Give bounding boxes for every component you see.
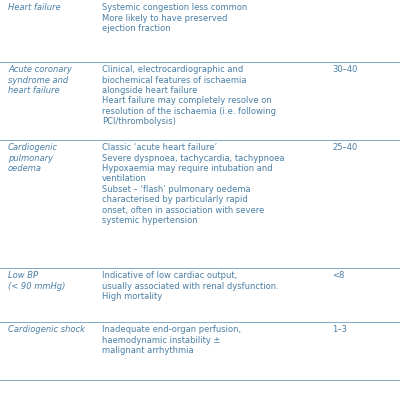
Text: Heart failure: Heart failure [8,3,61,12]
Text: Cardiogenic
pulmonary
oedema: Cardiogenic pulmonary oedema [8,143,58,173]
Text: 25–40: 25–40 [332,143,357,152]
Text: 1–3: 1–3 [332,325,347,334]
Text: Low BP
(< 90 mmHg): Low BP (< 90 mmHg) [8,271,65,291]
Text: Clinical, electrocardiographic and
biochemical features of ischaemia
alongside h: Clinical, electrocardiographic and bioch… [102,65,276,126]
Text: Inadequate end-organ perfusion,
haemodynamic instability ±
malignant arrhythmia: Inadequate end-organ perfusion, haemodyn… [102,325,241,355]
Text: Acute coronary
syndrome and
heart failure: Acute coronary syndrome and heart failur… [8,65,72,95]
Text: Cardiogenic shock: Cardiogenic shock [8,325,85,334]
Text: Indicative of low cardiac output,
usually associated with renal dysfunction.
Hig: Indicative of low cardiac output, usuall… [102,271,279,301]
Text: Systemic congestion less common
More likely to have preserved
ejection fraction: Systemic congestion less common More lik… [102,3,247,33]
Text: <8: <8 [332,271,344,280]
Text: 30–40: 30–40 [332,65,357,74]
Text: Classic ‘acute heart failure’
Severe dyspnoea, tachycardia, tachypnoea
Hypoxaemi: Classic ‘acute heart failure’ Severe dys… [102,143,284,225]
